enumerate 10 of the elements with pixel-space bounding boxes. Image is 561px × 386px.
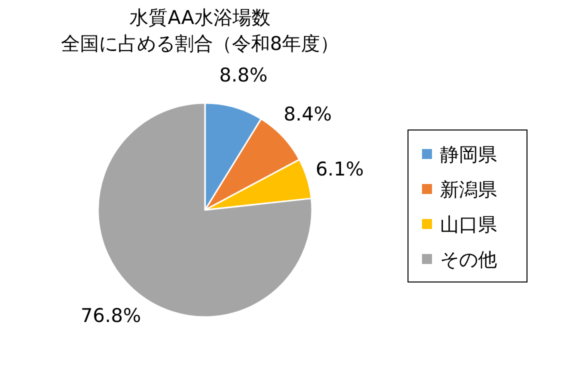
- legend-label: その他: [440, 249, 497, 271]
- data-label: 8.4%: [284, 103, 332, 126]
- chart-title: 水質AA水浴場数: [130, 7, 270, 29]
- legend-label: 山口県: [440, 214, 497, 236]
- chart-subtitle: 全国に占める割合（令和8年度）: [60, 33, 340, 55]
- legend-label: 静岡県: [440, 144, 497, 166]
- legend-label: 新潟県: [440, 179, 497, 201]
- data-label: 6.1%: [316, 158, 364, 180]
- data-label: 8.8%: [219, 64, 268, 86]
- data-label: 76.8%: [80, 304, 142, 327]
